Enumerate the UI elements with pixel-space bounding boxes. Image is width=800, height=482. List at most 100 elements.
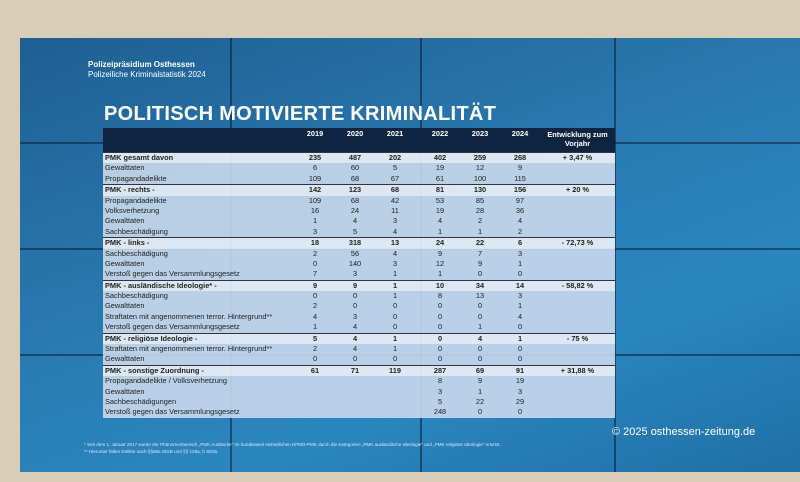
- value: 68: [350, 195, 360, 205]
- change: - 72,73 %: [561, 238, 594, 248]
- value: 13: [390, 238, 400, 248]
- value: 235: [308, 153, 322, 162]
- item-row: Verstoß gegen das Versammlungsgesetz 248 0…: [103, 407, 615, 418]
- value: 34: [475, 280, 485, 290]
- value: 287: [433, 365, 447, 375]
- item-row: Sachbeschädigung 3 5 4 1 1 2: [103, 226, 615, 238]
- item-row: Verstoß gegen das Versammlungsgesetz 1 4 0 0…: [103, 322, 615, 333]
- item-row: Propagandadelikte / Volksverhetzung 8 9 19: [103, 376, 615, 387]
- value: 1: [517, 258, 523, 268]
- value: 0: [477, 269, 483, 279]
- value: 9: [437, 248, 443, 258]
- value: 4: [352, 322, 358, 332]
- value: 68: [350, 173, 360, 183]
- value: 130: [473, 185, 487, 195]
- group-row: PMK - links - 18 318 13 24 22 6 - 72,73 %: [103, 237, 615, 249]
- item-row: Gewalttaten 3 1 3: [103, 386, 615, 397]
- value: 0: [392, 311, 398, 321]
- value: 2: [312, 248, 318, 258]
- value: 3: [437, 386, 443, 396]
- value: 7: [312, 269, 318, 279]
- value: 3: [392, 258, 398, 268]
- value: 123: [348, 185, 362, 195]
- value: 13: [475, 291, 485, 301]
- value: 9: [352, 280, 358, 290]
- value: 42: [390, 195, 400, 205]
- value: 0: [312, 354, 318, 364]
- value: 12: [435, 258, 445, 268]
- column-header: 2020: [346, 129, 364, 138]
- value: 28: [475, 205, 485, 215]
- value: 119: [389, 365, 401, 375]
- value: 56: [350, 248, 360, 258]
- value: 1: [517, 301, 523, 311]
- column-header: Entwicklung zum Vorjahr: [547, 130, 608, 148]
- footnotes: * Seit dem 1. Januar 2017 wurde der Phän…: [84, 441, 644, 455]
- value: 24: [350, 205, 360, 215]
- value: 100: [473, 173, 487, 183]
- title: POLITISCH MOTIVIERTE KRIMINALITÄT: [104, 103, 497, 125]
- value: 248: [433, 407, 447, 417]
- value: 140: [348, 258, 362, 268]
- group-row: PMK gesamt davon 235 487 202 402 259 268 + 3,47…: [103, 152, 615, 164]
- row-label: Sachbeschädigung: [105, 248, 168, 258]
- value: 1: [437, 226, 443, 236]
- value: 487: [348, 153, 362, 162]
- value: 1: [312, 216, 318, 226]
- value: 0: [437, 311, 443, 321]
- change: - 75 %: [566, 333, 589, 343]
- header-row: 2019 2020 2021 2022 2023 2024 Entwicklung zum …: [103, 128, 615, 152]
- value: 24: [435, 238, 445, 248]
- value: 5: [437, 396, 443, 406]
- value: 3: [517, 386, 523, 396]
- value: 10: [435, 280, 445, 290]
- item-row: Gewalttaten 0 0 0 0 0 0: [103, 354, 615, 365]
- value: 268: [513, 153, 527, 162]
- value: 202: [388, 153, 402, 162]
- value: 69: [475, 365, 485, 375]
- value: 4: [437, 216, 443, 226]
- item-row: Verstoß gegen das Versammlungsgesetz 7 3 1 1…: [103, 269, 615, 280]
- value: 4: [392, 226, 398, 236]
- value: 85: [475, 195, 485, 205]
- item-row: Straftaten mit angenommenen terror. Hint…: [103, 344, 615, 355]
- value: 0: [312, 291, 318, 301]
- footnote: ** Hierunter fallen Delikte nach §§89a S…: [84, 449, 219, 454]
- value: 9: [477, 258, 483, 268]
- row-label: Gewalttaten: [105, 258, 145, 268]
- change: + 3,47 %: [562, 153, 593, 162]
- change: + 31,88 %: [560, 365, 595, 375]
- value: 3: [312, 226, 318, 236]
- value: 0: [312, 258, 318, 268]
- row-label: Volksverhetzung: [105, 205, 160, 215]
- row-label: Sachbeschädigungen: [105, 396, 177, 406]
- value: 2: [517, 226, 523, 236]
- row-label: Verstoß gegen das Versammlungsgesetz: [105, 269, 240, 279]
- group-row: PMK - sonstige Zuordnung - 61 71 119 287 69 91…: [103, 364, 615, 377]
- value: 5: [312, 333, 318, 343]
- value: 4: [477, 333, 483, 343]
- value: 71: [350, 365, 360, 375]
- org-name: Polizeipräsidium Osthessen: [88, 60, 195, 69]
- value: 97: [515, 195, 525, 205]
- value: 156: [513, 185, 527, 195]
- value: 11: [391, 205, 399, 215]
- value: 0: [517, 269, 523, 279]
- value: 4: [392, 248, 398, 258]
- value: 0: [352, 301, 358, 311]
- value: 0: [352, 291, 358, 301]
- column-header: 2022: [431, 129, 449, 138]
- value: 259: [473, 153, 487, 162]
- value: 4: [352, 344, 358, 354]
- value: 36: [515, 205, 525, 215]
- value: 0: [392, 322, 398, 332]
- row-label: Gewalttaten: [105, 386, 145, 396]
- value: 4: [312, 311, 318, 321]
- value: 12: [475, 163, 485, 173]
- row-label: PMK - sonstige Zuordnung -: [105, 365, 204, 375]
- value: 1: [437, 269, 443, 279]
- value: 3: [392, 216, 398, 226]
- value: 402: [433, 153, 447, 162]
- value: 61: [310, 365, 320, 375]
- subtitle: Polizeiliche Kriminalstatistik 2024: [88, 70, 206, 79]
